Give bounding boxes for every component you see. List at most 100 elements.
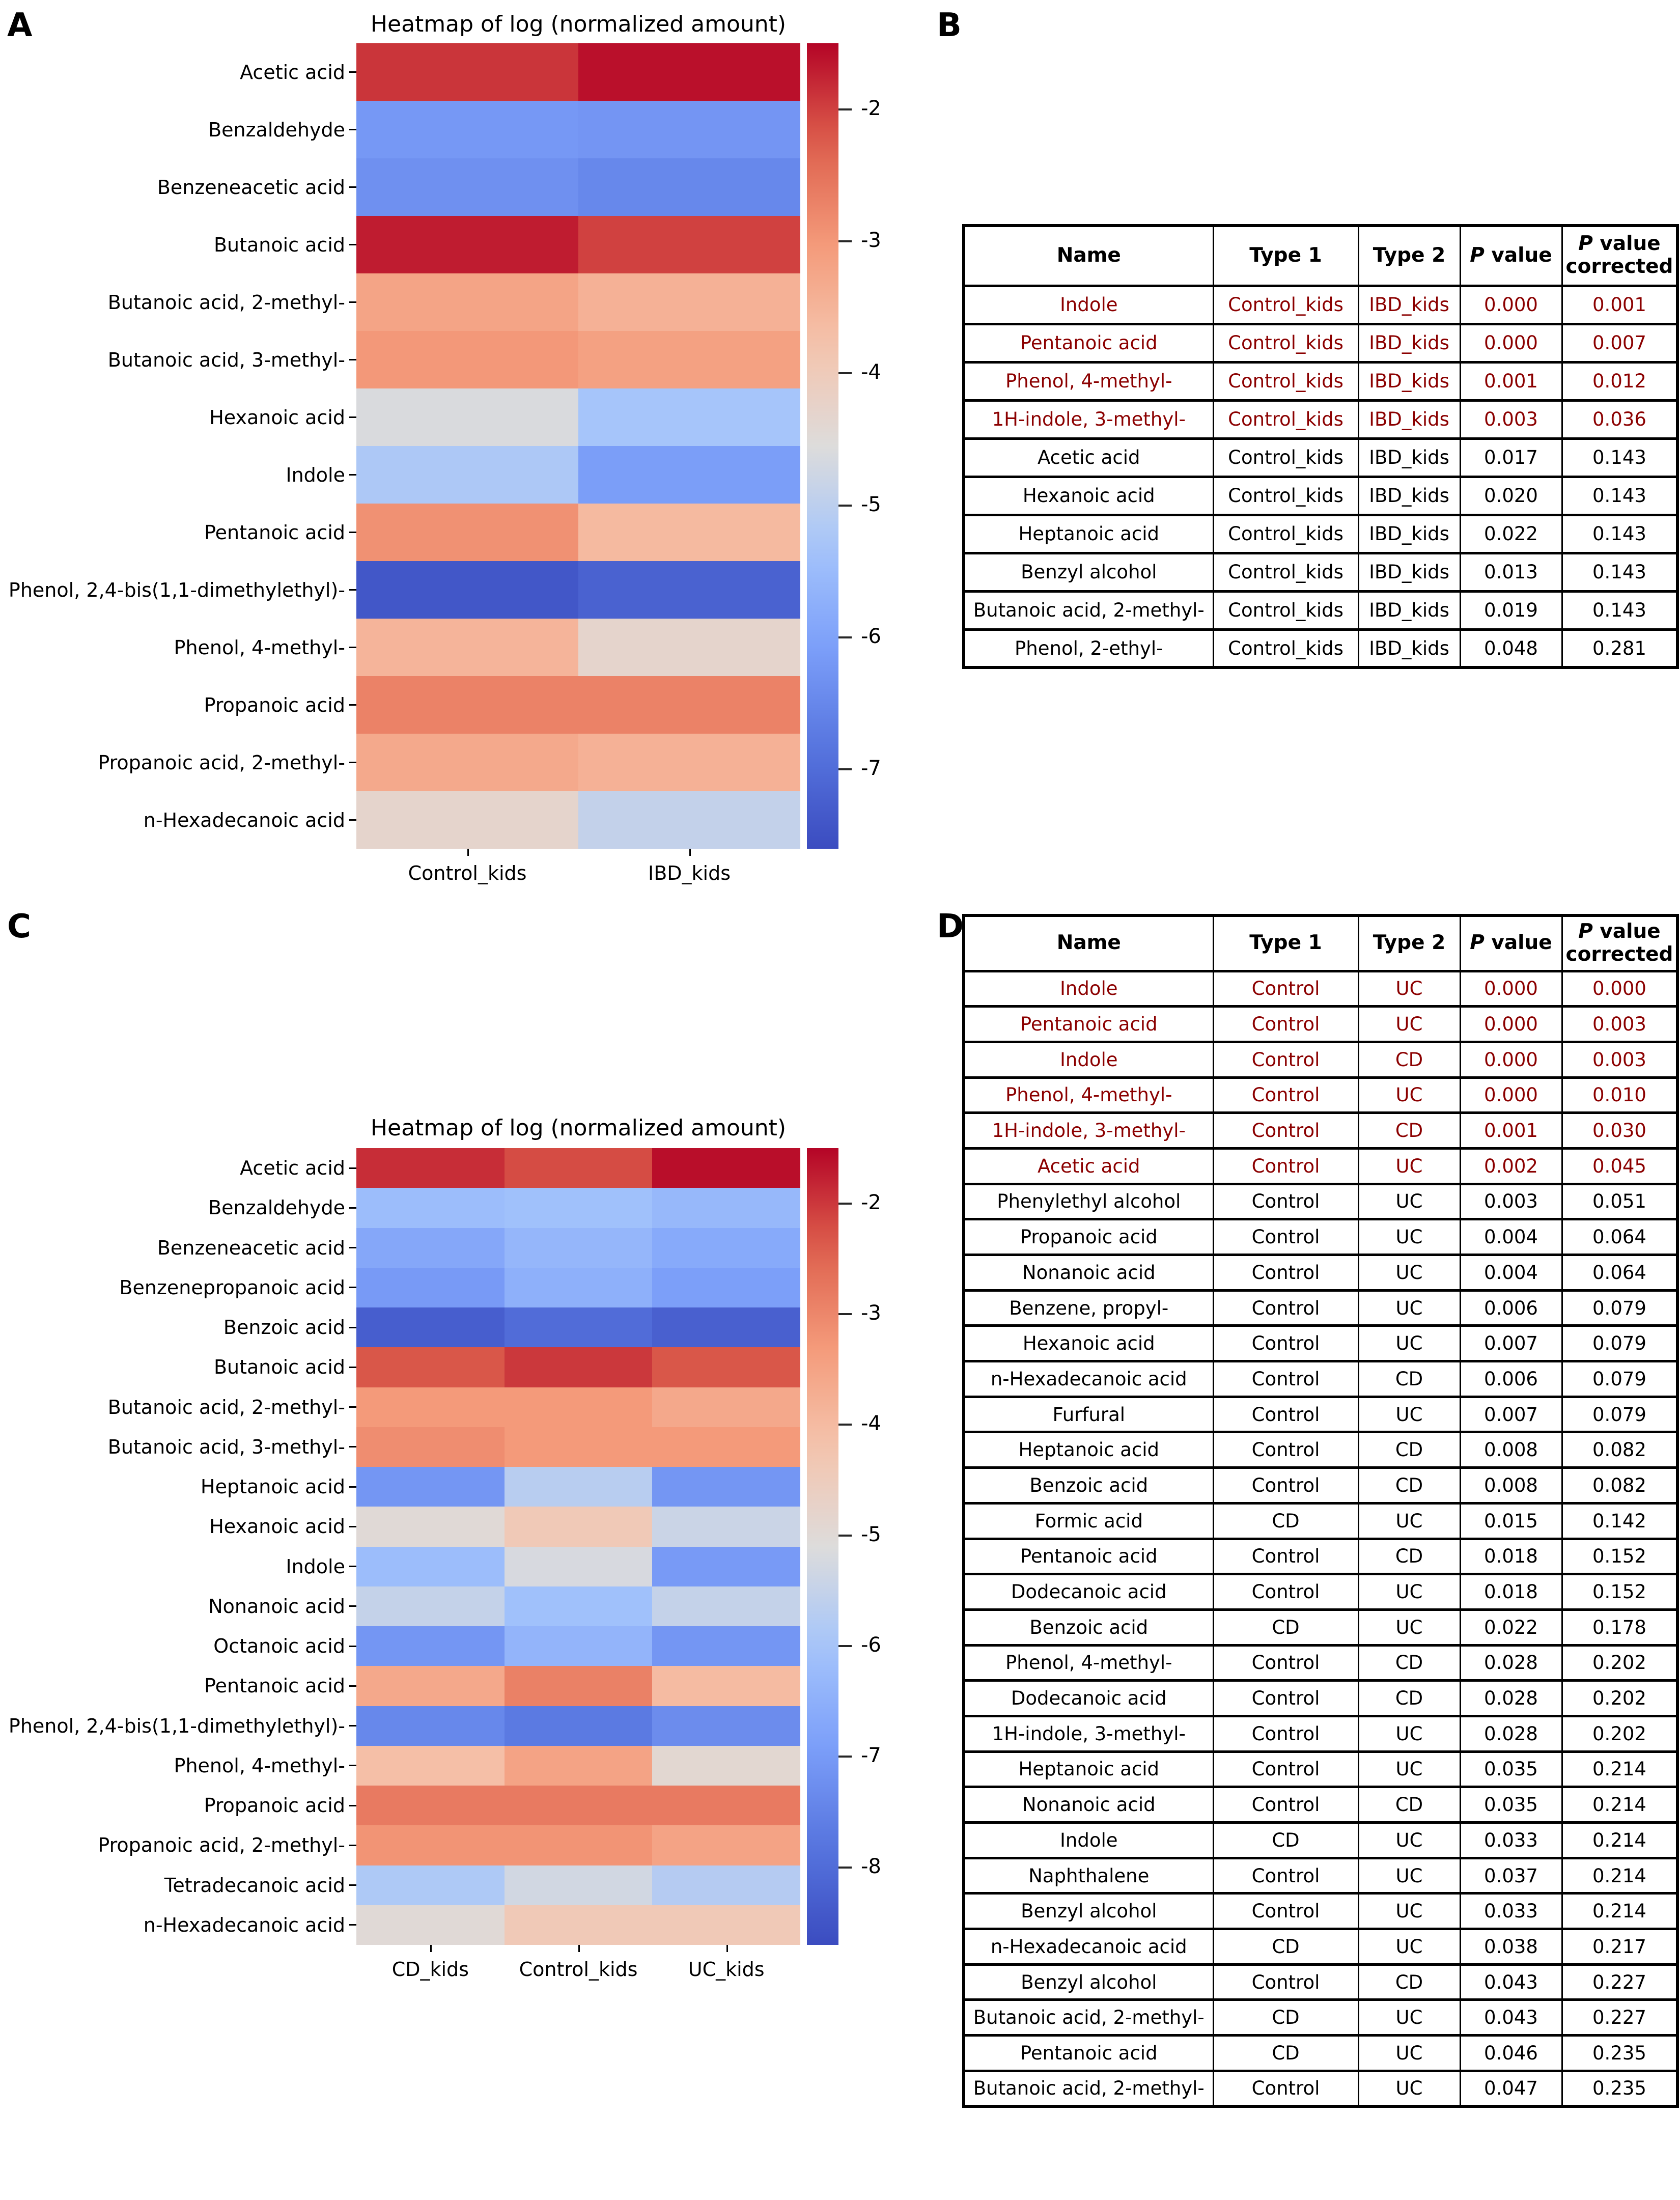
table-cell: 1H-indole, 3-methyl- [963,1111,1214,1150]
heatmap-cell [356,1228,505,1268]
row-label-text: Indole [286,463,345,486]
table-cell: 0.064 [1561,1218,1678,1256]
table-cell: Control [1212,1644,1359,1682]
heatmap-cell [578,273,800,331]
table-cell: 0.035 [1459,1786,1563,1824]
heatmap-cell [356,1865,505,1905]
table-cell: IBD_kids [1357,284,1461,325]
table-cell: Formic acid [963,1501,1214,1540]
table-cell: 0.047 [1459,2069,1563,2108]
column-label: CD_kids [356,1945,505,1981]
table-cell: UC [1357,1395,1461,1434]
table-cell: CD [1357,1644,1461,1682]
table-row: Benzoic acid Control CD 0.008 0.082 [963,1466,1678,1505]
heatmap-cell [504,1228,653,1268]
table-cell: Control_kids [1212,551,1359,593]
row-label-text: Butanoic acid, 3-methyl- [107,348,345,371]
table-cell: UC [1357,1218,1461,1256]
table-cell: UC [1357,969,1461,1008]
row-label-text: Propanoic acid, 2-methyl- [98,751,345,774]
column-label: Control_kids [356,849,578,884]
heatmap-cell [356,1706,505,1746]
row-label-text: Benzoic acid [223,1316,345,1339]
table-cell: Control [1212,1395,1359,1434]
table-cell: Control_kids [1212,399,1359,440]
table-cell: CD [1212,1928,1359,1966]
row-label-text: Benzaldehyde [208,1196,345,1219]
table-cell: Indole [963,969,1214,1008]
row-label: Phenol, 2,4-bis(1,1-dimethylethyl)- [5,1706,356,1746]
row-label-text: Butanoic acid, 3-methyl- [107,1435,345,1458]
table-cell: Control [1212,1856,1359,1895]
row-label-text: Butanoic acid [213,233,345,256]
column-header: Type 2 [1357,914,1461,972]
heatmap-cell [504,1786,653,1826]
heatmap-cell [504,1745,653,1786]
colorbar-tick-line [838,636,852,639]
table-cell: 0.028 [1459,1644,1563,1682]
row-tick [349,1366,356,1368]
table-row: Benzyl alcohol Control_kids IBD_kids 0.013 0… [963,551,1678,593]
row-label-text: Phenol, 2,4-bis(1,1-dimethylethyl)- [8,1714,345,1737]
heatmap-c-title: Heatmap of log (normalized amount) [370,1115,787,1141]
table-cell: UC [1357,1998,1461,2037]
colorbar-tick-line [838,372,852,375]
table-cell: 0.281 [1561,628,1678,669]
table-cell: 0.046 [1459,2034,1563,2072]
heatmap-row-labels: Acetic acid Benzaldehyde Benzeneacetic aci… [5,1148,356,1945]
table-cell: Heptanoic acid [963,513,1214,554]
heatmap-cell [578,619,800,676]
table-cell: Acetic acid [963,1147,1214,1185]
colorbar-tick-line [838,1645,852,1648]
table-cell: Furfural [963,1395,1214,1434]
colorbar-tick-line [838,504,852,507]
table-cell: 0.033 [1459,1821,1563,1859]
table-cell: 0.048 [1459,628,1563,669]
column-header: P value [1459,914,1563,972]
row-tick [349,1685,356,1687]
table-cell: 0.000 [1459,322,1563,364]
column-tick [467,849,469,856]
row-label-text: Benzaldehyde [208,118,345,141]
colorbar-tick-label: -7 [861,757,881,781]
table-cell: Control [1212,1466,1359,1505]
row-label-text: Benzeneacetic acid [157,176,345,199]
heatmap-a-title: Heatmap of log (normalized amount) [370,11,787,37]
row-label-text: Acetic acid [240,61,345,83]
table-cell: 0.043 [1459,1998,1563,2037]
table-cell: 0.004 [1459,1254,1563,1292]
table-row: Butanoic acid, 2-methyl- Control UC 0.047 0.… [963,2069,1678,2108]
table-cell: 0.036 [1561,399,1678,440]
heatmap-cell [504,1666,653,1706]
heatmap-cell [578,446,800,504]
heatmap-cell [504,1307,653,1348]
row-label-text: Benzenepropanoic acid [119,1276,345,1299]
table-cell: 0.007 [1561,322,1678,364]
table-cell: Phenol, 4-methyl- [963,360,1214,402]
heatmap-cell [504,1825,653,1865]
table-cell: UC [1357,1289,1461,1327]
table-cell: 0.012 [1561,360,1678,402]
table-cell: Phenol, 2-ethyl- [963,628,1214,669]
table-cell: Indole [963,284,1214,325]
heatmap-cell [652,1666,800,1706]
heatmap-cell [504,1387,653,1427]
row-label: Acetic acid [5,1148,356,1188]
row-label: Butanoic acid, 2-methyl- [5,273,356,331]
table-cell: 0.030 [1561,1111,1678,1150]
row-label-text: Octanoic acid [213,1635,345,1658]
row-tick [349,1207,356,1209]
column-header: Type 1 [1212,914,1359,972]
heatmap-c-colorbar: -2 -3 -4 -5 -6 -7 -8 [807,1148,881,1945]
table-cell: Hexanoic acid [963,475,1214,516]
table-row: Indole Control CD 0.000 0.003 [963,1040,1678,1079]
heatmap-cell [356,676,578,734]
table-row: Indole Control UC 0.000 0.000 [963,969,1678,1008]
heatmap-cell [504,1546,653,1586]
column-header: P value [1459,224,1563,287]
column-label-text: Control_kids [519,1958,638,1981]
colorbar-tick-line [838,1202,852,1205]
table-cell: 0.003 [1459,1182,1563,1221]
